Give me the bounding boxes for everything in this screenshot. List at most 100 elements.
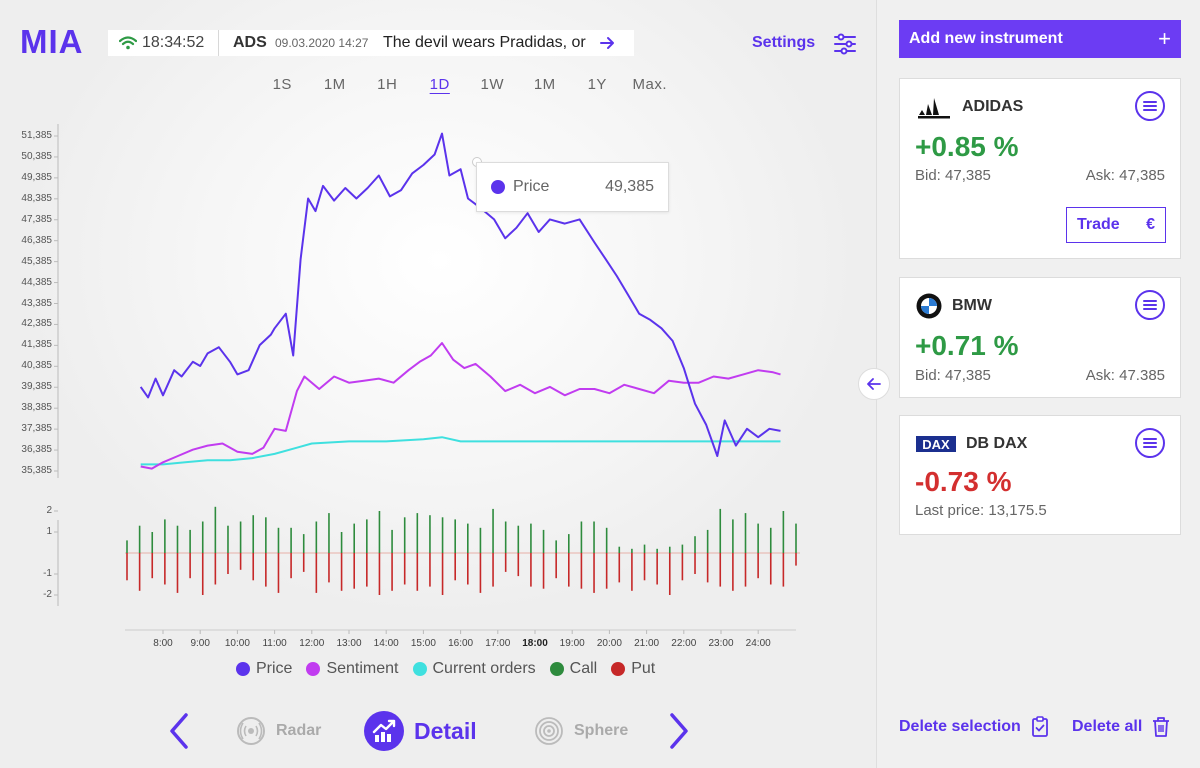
ask-value: Ask: 47,385	[1085, 167, 1165, 184]
range-1s[interactable]: 1S	[272, 76, 292, 93]
legend-call[interactable]: Call	[549, 660, 598, 678]
y-tick-label: 50,385	[21, 150, 52, 162]
radar-view-button[interactable]: Radar	[236, 706, 321, 756]
previous-view-button[interactable]	[164, 706, 194, 756]
instrument-name: BMW	[952, 297, 992, 314]
add-instrument-button[interactable]: Add new instrument +	[899, 20, 1181, 58]
x-tick-label: 19:00	[559, 638, 585, 649]
x-tick-label: 10:00	[224, 638, 250, 649]
y-tick-label: 45,385	[21, 255, 52, 267]
legend-current-orders[interactable]: Current orders	[412, 660, 536, 678]
time-range-selector: 1S 1M 1H 1D 1W 1M 1Y Max.	[256, 76, 676, 93]
x-tick-label: 8:00	[153, 638, 173, 649]
sphere-view-button[interactable]: Sphere	[534, 706, 628, 756]
x-tick-label: 24:00	[745, 638, 771, 649]
y-tick-label: 39,385	[21, 381, 52, 393]
range-1min[interactable]: 1M	[323, 76, 346, 93]
volume-tick-label: -2	[43, 589, 52, 600]
tooltip-label: Price	[513, 178, 550, 195]
ticker-symbol: ADS	[233, 34, 267, 51]
legend-price[interactable]: Price	[236, 660, 292, 678]
ask-value: Ask: 47.385	[1085, 367, 1165, 384]
radar-icon	[237, 717, 265, 745]
news-ticker[interactable]: 18:34:52 ADS 09.03.2020 14:27 The devil …	[108, 30, 634, 56]
detail-label: Detail	[414, 717, 477, 744]
plus-icon: +	[1158, 26, 1171, 51]
app-logo[interactable]: MIA	[20, 23, 84, 60]
menu-icon[interactable]	[1135, 428, 1165, 458]
range-max[interactable]: Max.	[632, 76, 667, 93]
x-tick-label: 16:00	[448, 638, 474, 649]
wifi-icon	[114, 30, 142, 56]
delete-all-button[interactable]: Delete all	[1072, 716, 1170, 738]
range-1w[interactable]: 1W	[480, 76, 504, 93]
ticker-divider	[218, 30, 219, 56]
range-1month[interactable]: 1M	[533, 76, 556, 93]
sentiment-line	[140, 342, 781, 470]
x-tick-label: 13:00	[336, 638, 362, 649]
percent-change: +0.85 %	[915, 131, 1019, 162]
collapse-sidebar-button[interactable]	[858, 368, 890, 400]
volume-tick-label: -1	[43, 568, 52, 579]
y-tick-label: 46,385	[21, 234, 52, 246]
volume-tick-label: 2	[46, 505, 52, 516]
detail-view-button[interactable]: Detail	[364, 706, 477, 756]
y-tick-label: 42,385	[21, 318, 52, 330]
instrument-card-dax[interactable]: DAX DB DAX -0.73 % Last price: 13,175.5	[899, 415, 1181, 535]
legend-call-label: Call	[569, 660, 598, 677]
sliders-icon[interactable]	[832, 32, 858, 56]
menu-icon[interactable]	[1135, 290, 1165, 320]
x-tick-label: 15:00	[410, 638, 436, 649]
bmw-logo-icon	[916, 293, 942, 319]
current-orders-line	[140, 436, 781, 466]
legend-sentiment-dot	[306, 662, 321, 676]
dax-logo-text: DAX	[922, 437, 950, 452]
add-instrument-label: Add new instrument	[909, 30, 1063, 47]
arrow-right-icon[interactable]	[595, 30, 621, 56]
instrument-card-adidas[interactable]: ADIDAS +0.85 % Bid: 47,385 Ask: 47,385 T…	[899, 78, 1181, 259]
euro-icon: €	[1146, 216, 1155, 233]
menu-icon[interactable]	[1135, 91, 1165, 121]
instrument-name: DB DAX	[966, 435, 1028, 452]
range-1d[interactable]: 1D	[429, 76, 450, 93]
legend-put-dot	[611, 662, 626, 676]
ticker-time: 18:34:52	[142, 34, 205, 51]
chart-tooltip: Price 49,385	[476, 162, 669, 212]
x-tick-label: 12:00	[299, 638, 325, 649]
y-tick-label: 51,385	[21, 130, 52, 141]
y-tick-label: 43,385	[21, 297, 52, 309]
price-chart[interactable]	[0, 0, 876, 660]
trend-chart-icon	[364, 711, 404, 751]
legend-put[interactable]: Put	[611, 660, 655, 678]
delete-selection-button[interactable]: Delete selection	[899, 716, 1049, 738]
x-tick-label: 23:00	[708, 638, 734, 649]
tooltip-value: 49,385	[605, 178, 654, 195]
y-tick-label: 36,385	[21, 444, 52, 456]
ticker-headline[interactable]: The devil wears Pradidas, or	[383, 34, 586, 51]
delete-all-label: Delete all	[1072, 718, 1143, 735]
clipboard-check-icon	[1031, 716, 1048, 737]
bid-value: Bid: 47,385	[915, 167, 991, 184]
bid-value: Bid: 47,385	[915, 367, 991, 384]
legend-price-label: Price	[256, 660, 293, 677]
legend-orders-label: Current orders	[432, 660, 536, 677]
adidas-logo-icon	[918, 98, 950, 119]
y-tick-label: 48,385	[21, 192, 52, 204]
legend-sentiment[interactable]: Sentiment	[306, 660, 399, 678]
next-view-button[interactable]	[664, 706, 694, 756]
last-price: Last price: 13,175.5	[915, 502, 1047, 519]
range-1y[interactable]: 1Y	[587, 76, 607, 93]
y-tick-label: 38,385	[21, 402, 52, 414]
tooltip-dot	[491, 180, 505, 194]
card-header: BMW	[916, 292, 992, 320]
x-tick-label: 18:00	[522, 638, 548, 649]
trade-button[interactable]: Trade €	[1066, 207, 1166, 243]
x-tick-label: 17:00	[485, 638, 511, 649]
instrument-card-bmw[interactable]: BMW +0.71 % Bid: 47,385 Ask: 47.385	[899, 277, 1181, 398]
range-1h[interactable]: 1H	[377, 76, 398, 93]
settings-button[interactable]: Settings	[752, 34, 816, 51]
legend-orders-dot	[412, 662, 427, 676]
legend-put-label: Put	[631, 660, 656, 677]
x-tick-label: 9:00	[190, 638, 210, 649]
y-tick-label: 35,385	[21, 465, 52, 476]
